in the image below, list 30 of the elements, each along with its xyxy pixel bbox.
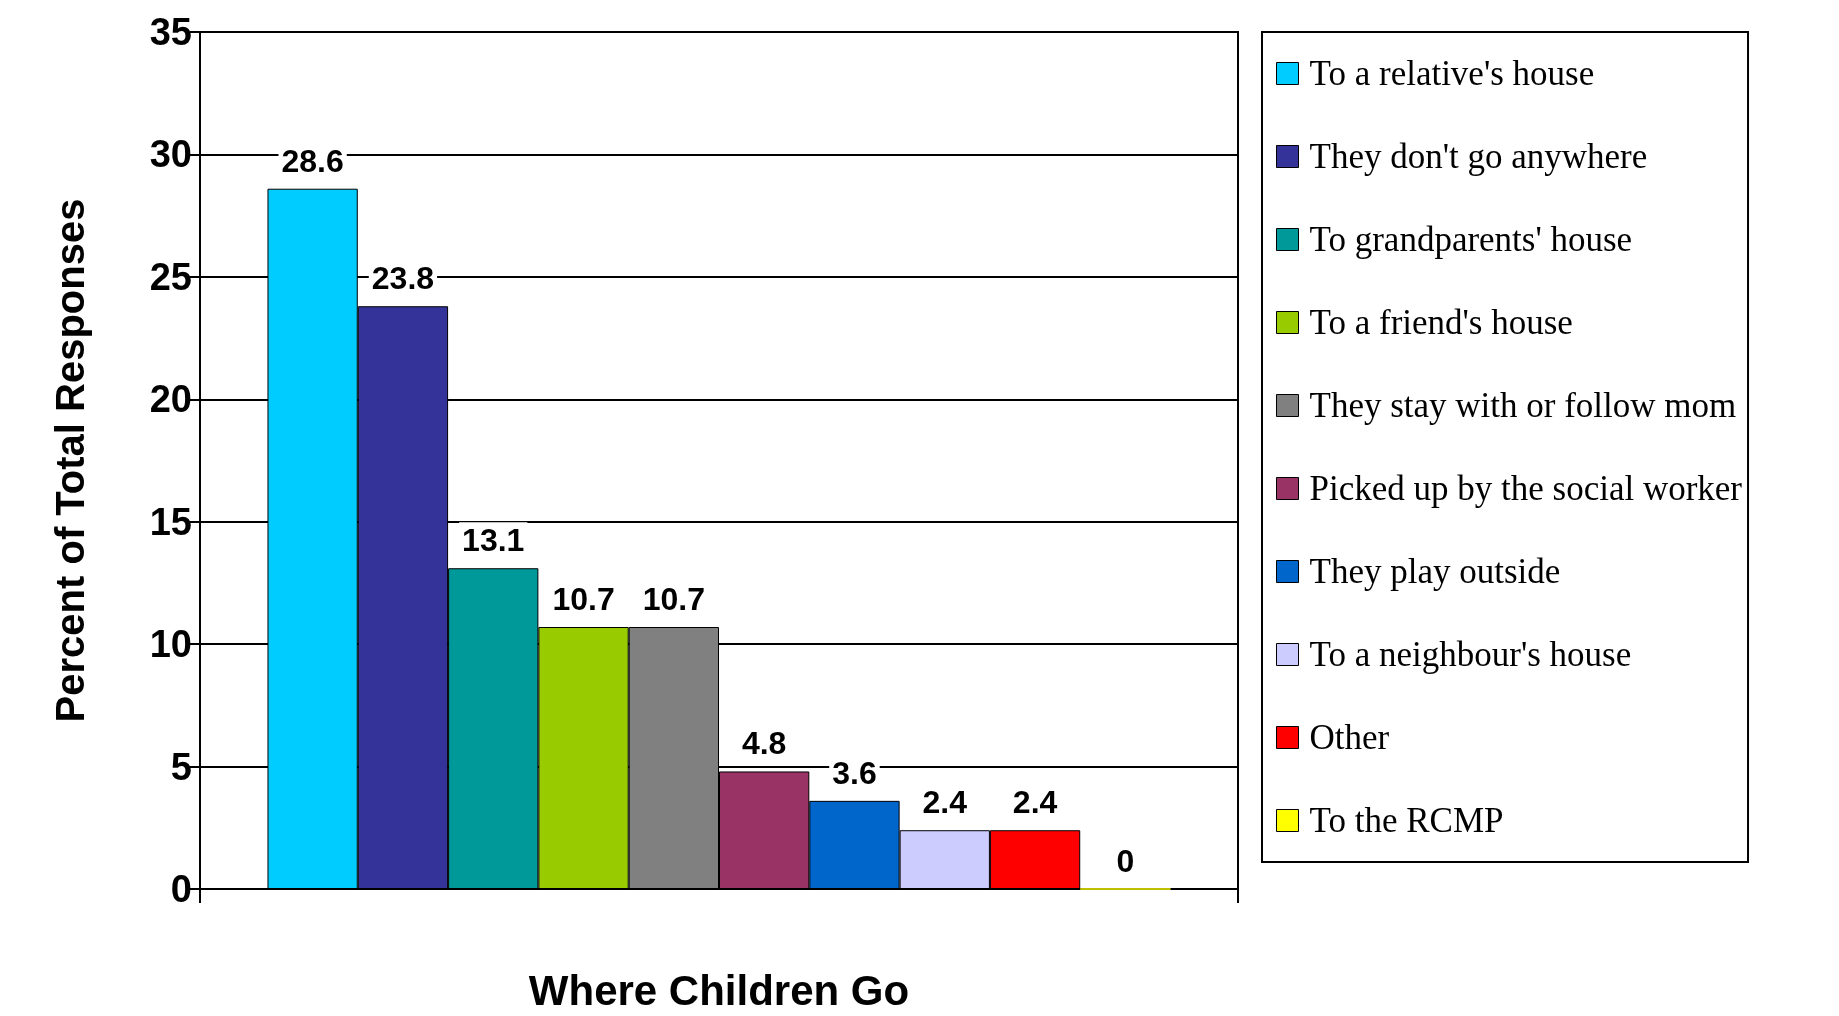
- y-tick-label: 5: [170, 745, 192, 788]
- data-label: 10.7: [642, 581, 705, 617]
- legend-label: To grandparents' house: [1309, 220, 1633, 259]
- y-axis-title: Percent of Total Responses: [48, 198, 92, 723]
- data-label: 2.4: [1012, 784, 1058, 821]
- data-label: 23.8: [371, 260, 435, 297]
- legend-label: To a neighbour's house: [1309, 635, 1632, 674]
- data-label: 0: [1116, 842, 1135, 879]
- data-label: 2.4: [922, 784, 968, 821]
- data-label: 28.6: [281, 142, 344, 179]
- y-tick-label: 0: [170, 868, 192, 910]
- legend-label: They play outside: [1309, 552, 1561, 591]
- y-tick-label: 10: [149, 623, 192, 666]
- legend-label: To a friend's house: [1309, 303, 1573, 342]
- legend-label: Picked up by the social worker: [1309, 469, 1743, 508]
- y-tick-label: 30: [149, 133, 192, 176]
- legend-label: To the RCMP: [1309, 801, 1504, 840]
- data-label: 13.1: [462, 522, 525, 559]
- data-label: 10.7: [552, 581, 615, 617]
- legend-label: They stay with or follow mom: [1309, 386, 1737, 425]
- legend-label: Other: [1309, 718, 1390, 757]
- legend-label: To a relative's house: [1309, 54, 1595, 93]
- y-tick-label: 15: [149, 500, 192, 543]
- y-tick-label: 25: [149, 255, 192, 298]
- y-tick-label: 35: [149, 11, 192, 53]
- data-label: 3.6: [832, 754, 877, 791]
- y-tick-label: 20: [149, 378, 192, 421]
- legend-label: They don't go anywhere: [1309, 137, 1648, 176]
- data-label: 4.8: [741, 725, 787, 762]
- x-axis-title: Where Children Go: [528, 966, 910, 1014]
